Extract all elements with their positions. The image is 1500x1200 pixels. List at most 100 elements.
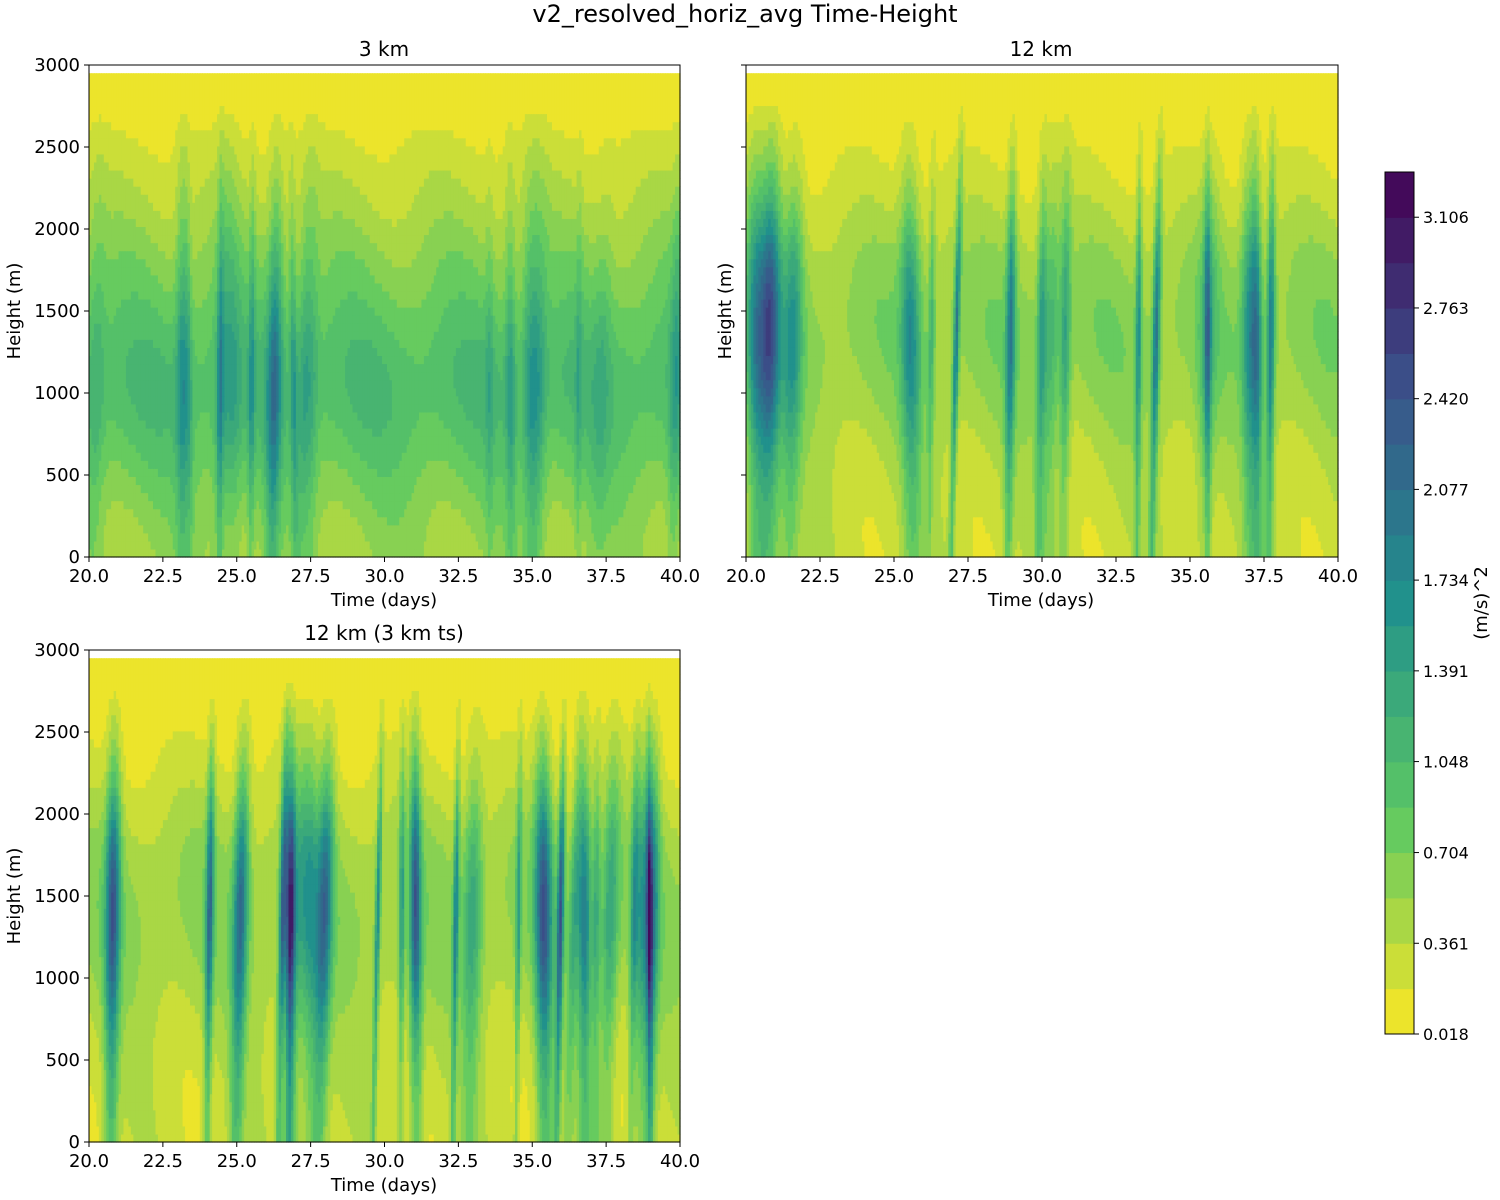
heatmap-cell	[340, 484, 344, 494]
heatmap-cell	[133, 532, 137, 542]
heatmap-cell	[667, 524, 671, 534]
heatmap-cell	[406, 548, 410, 558]
heatmap-cell	[416, 524, 420, 534]
heatmap-cell	[106, 516, 110, 526]
heatmap-cell	[313, 500, 317, 510]
heatmap-cell	[116, 548, 120, 558]
heatmap-cell	[108, 492, 112, 502]
heatmap-cell	[510, 532, 514, 542]
heatmap-cell	[672, 524, 676, 534]
heatmap-cell	[281, 484, 285, 494]
heatmap-cell	[244, 484, 248, 494]
heatmap-cell	[175, 492, 179, 502]
heatmap-cell	[601, 524, 605, 534]
heatmap-cell	[438, 532, 442, 542]
heatmap-cell	[98, 532, 102, 542]
heatmap-cell	[593, 540, 597, 550]
heatmap-cell	[357, 492, 361, 502]
heatmap-cell	[583, 500, 588, 510]
heatmap-cell	[468, 548, 472, 558]
heatmap-cell	[231, 508, 235, 518]
heatmap-cell	[544, 532, 548, 542]
heatmap-cell	[293, 532, 297, 542]
heatmap-cell	[364, 508, 368, 518]
heatmap-cell	[130, 516, 134, 526]
heatmap-cell	[613, 508, 617, 518]
heatmap-cell	[396, 524, 400, 534]
heatmap-cell	[473, 524, 477, 534]
heatmap-cell	[463, 492, 467, 502]
heatmap-cell	[108, 524, 112, 534]
heatmap-cell	[214, 492, 218, 502]
heatmap-cell	[652, 500, 656, 510]
heatmap-cell	[436, 540, 440, 550]
heatmap-cell	[288, 524, 292, 534]
heatmap-cell	[123, 508, 127, 518]
heatmap-cell	[640, 500, 644, 510]
heatmap-cell	[623, 500, 627, 510]
heatmap-cell	[384, 548, 388, 558]
heatmap-cell	[554, 516, 558, 526]
heatmap-cell	[93, 540, 97, 550]
heatmap-cell	[209, 548, 213, 558]
heatmap-cell	[369, 484, 373, 494]
heatmap-cell	[298, 532, 302, 542]
heatmap-cell	[581, 548, 585, 558]
heatmap-cell	[263, 540, 267, 550]
heatmap-cell	[650, 548, 654, 558]
heatmap-cell	[246, 540, 250, 550]
heatmap-cell	[635, 532, 639, 542]
heatmap-cell	[551, 516, 556, 526]
heatmap-cell	[505, 500, 509, 510]
heatmap-cell	[253, 532, 258, 542]
heatmap-cell	[108, 516, 112, 526]
heatmap-cell	[377, 516, 381, 526]
heatmap-cell	[155, 508, 159, 518]
heatmap-cell	[239, 508, 243, 518]
heatmap-cell	[342, 524, 346, 534]
heatmap-cell	[125, 548, 129, 558]
heatmap-cell	[662, 508, 666, 518]
heatmap-cell	[416, 548, 420, 558]
heatmap-cell	[283, 508, 287, 518]
heatmap-cell	[414, 484, 418, 494]
heatmap-cell	[167, 508, 171, 518]
heatmap-cell	[428, 548, 432, 558]
heatmap-cell	[123, 492, 127, 502]
heatmap-cell	[443, 524, 447, 534]
heatmap-cell	[135, 524, 139, 534]
heatmap-cell	[421, 484, 425, 494]
heatmap-cell	[379, 540, 383, 550]
heatmap-cell	[241, 548, 245, 558]
heatmap-cell	[480, 532, 484, 542]
heatmap-cell	[391, 516, 395, 526]
heatmap-cell	[492, 548, 496, 558]
heatmap-cell	[263, 492, 267, 502]
heatmap-cell	[335, 532, 339, 542]
heatmap-cell	[199, 500, 203, 510]
heatmap-cell	[167, 492, 171, 502]
heatmap-cell	[337, 524, 341, 534]
heatmap-cell	[635, 516, 639, 526]
heatmap-cell	[475, 516, 479, 526]
heatmap-cell	[125, 524, 129, 534]
heatmap-cell	[438, 524, 442, 534]
heatmap-cell	[475, 508, 479, 518]
heatmap-cell	[300, 540, 304, 550]
heatmap-cell	[140, 508, 144, 518]
heatmap-cell	[236, 508, 240, 518]
heatmap-cell	[505, 508, 509, 518]
heatmap-cell	[564, 492, 568, 502]
heatmap-cell	[226, 540, 230, 550]
heatmap-cell	[564, 516, 568, 526]
heatmap-cell	[497, 492, 501, 502]
heatmap-cell	[263, 508, 267, 518]
heatmap-cell	[463, 548, 467, 558]
heatmap-cell	[579, 540, 583, 550]
heatmap-cell	[281, 508, 285, 518]
heatmap-cell	[96, 508, 100, 518]
heatmap-cell	[465, 524, 469, 534]
heatmap-cell	[359, 532, 363, 542]
heatmap-cell	[118, 532, 122, 542]
heatmap-cell	[308, 516, 312, 526]
